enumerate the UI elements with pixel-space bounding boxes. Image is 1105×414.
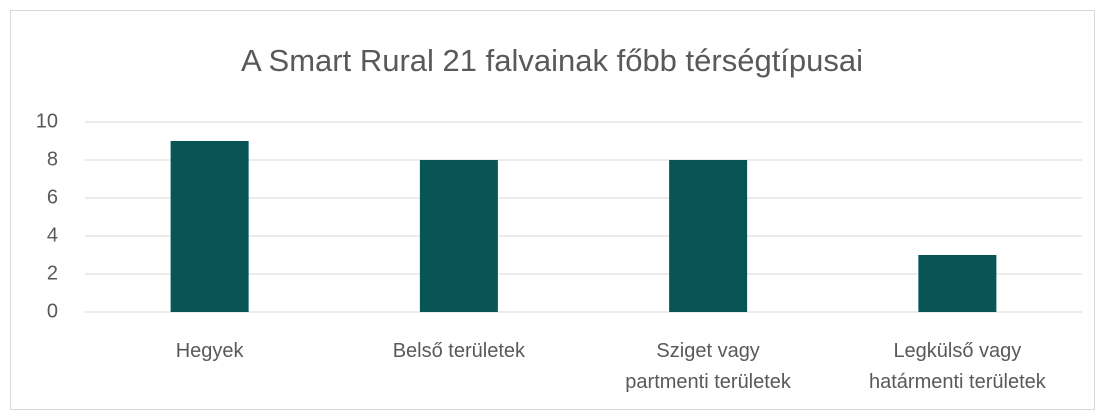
y-tick-label: 10 [36,110,58,132]
x-tick-label: Hegyek [175,340,244,362]
bar [918,255,997,312]
y-tick-label: 8 [47,148,58,170]
y-tick-label: 0 [47,300,58,322]
bar [170,141,249,312]
chart-title: A Smart Rural 21 falvainak főbb térségtí… [241,43,863,78]
x-tick-label: Belső területek [392,340,526,362]
y-tick-label: 6 [47,186,58,208]
x-tick-label: Sziget vagy partmenti területek [625,340,791,393]
x-tick-label: Legkülső vagy határmenti területek [868,340,1046,393]
bar [669,160,748,312]
y-tick-label: 2 [47,262,58,284]
bar [419,160,498,312]
y-tick-label: 4 [47,224,58,246]
